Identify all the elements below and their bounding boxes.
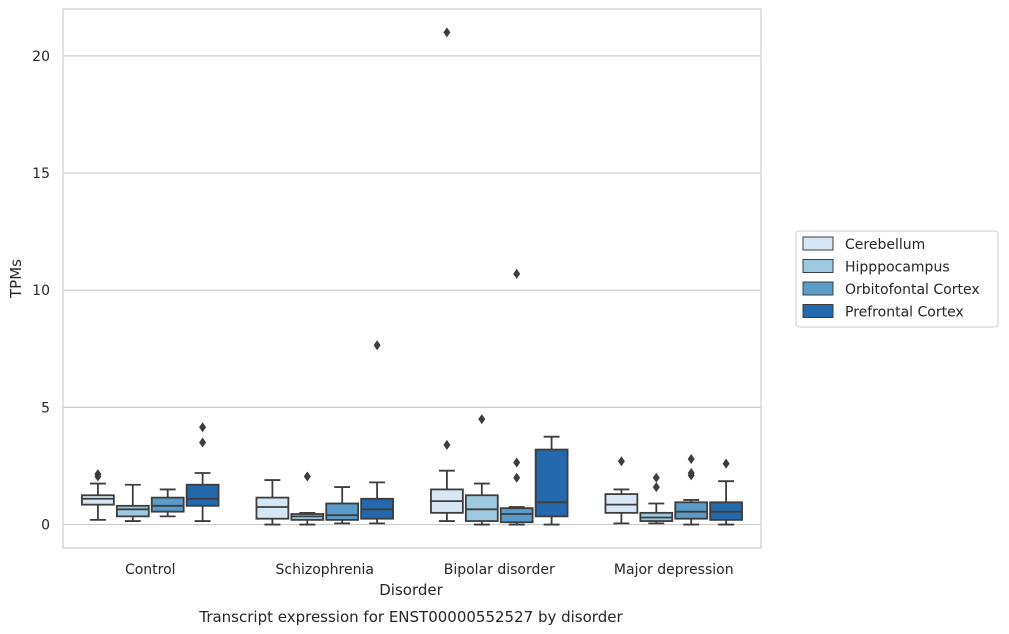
- plot-background: [63, 9, 761, 548]
- plot-frame: [62, 8, 762, 549]
- legend-label: Hipppocampus: [845, 260, 950, 276]
- outlier-point: [513, 472, 521, 483]
- box: [604, 493, 639, 514]
- legend-swatch: [802, 259, 834, 273]
- x-tick-label: Major depression: [614, 562, 734, 578]
- box: [115, 504, 150, 518]
- outlier-point: [94, 469, 102, 480]
- category-group: [255, 340, 394, 526]
- box: [499, 507, 534, 524]
- y-tick-label: 10: [32, 283, 50, 299]
- x-tick-labels: Control Schizophrenia Bipolar disorder Majo…: [125, 562, 734, 578]
- legend-swatch: [802, 304, 834, 318]
- box: [325, 502, 360, 521]
- outlier-point: [303, 471, 311, 482]
- x-tick-label: Schizophrenia: [276, 562, 374, 578]
- outlier-point: [478, 414, 486, 425]
- outlier-point: [373, 340, 381, 351]
- outlier-point: [443, 27, 451, 38]
- legend-label: Orbitofontal Cortex: [845, 282, 980, 298]
- x-tick-label: Bipolar disorder: [444, 562, 555, 578]
- y-tick-label: 0: [41, 518, 50, 534]
- category-group: [81, 422, 220, 522]
- y-tick-label: 15: [32, 166, 50, 182]
- outlier-point: [687, 453, 695, 464]
- legend-entries: Cerebellum Hipppocampus Orbitofontal Corte…: [802, 236, 980, 321]
- box-groups: [81, 27, 743, 526]
- box: [150, 496, 185, 513]
- outlier-point: [722, 458, 730, 469]
- outlier-point: [443, 439, 451, 450]
- y-tick-label: 20: [32, 49, 50, 65]
- box: [81, 494, 115, 506]
- y-tick-label: 5: [41, 400, 50, 416]
- box: [185, 483, 220, 507]
- y-tick-labels: 0 5 10 15 20: [32, 49, 50, 534]
- legend-frame: [795, 230, 999, 328]
- outlier-point: [652, 472, 660, 483]
- outlier-point: [687, 468, 695, 479]
- legend: Cerebellum Hipppocampus Orbitofontal Corte…: [795, 230, 999, 328]
- outlier-point: [199, 437, 207, 448]
- outlier-point: [652, 482, 660, 493]
- outlier-point: [513, 457, 521, 468]
- outlier-point: [513, 268, 521, 279]
- outlier-point: [617, 456, 625, 467]
- legend-swatch: [802, 281, 834, 296]
- x-tick-label: Control: [125, 562, 176, 578]
- box: [674, 501, 709, 520]
- box: [534, 448, 569, 518]
- legend-label: Cerebellum: [845, 237, 925, 253]
- chart-caption: Transcript expression for ENST0000055252…: [198, 608, 623, 626]
- x-axis-label: Disorder: [379, 581, 443, 599]
- legend-label: Prefrontal Cortex: [845, 305, 964, 321]
- category-group: [430, 27, 569, 526]
- grid: [63, 55, 761, 526]
- outlier-point: [199, 422, 207, 433]
- box: [464, 494, 499, 522]
- y-axis-label: TPMs: [7, 259, 25, 299]
- legend-swatch: [802, 236, 834, 251]
- category-group: [604, 453, 743, 526]
- box: [255, 496, 290, 520]
